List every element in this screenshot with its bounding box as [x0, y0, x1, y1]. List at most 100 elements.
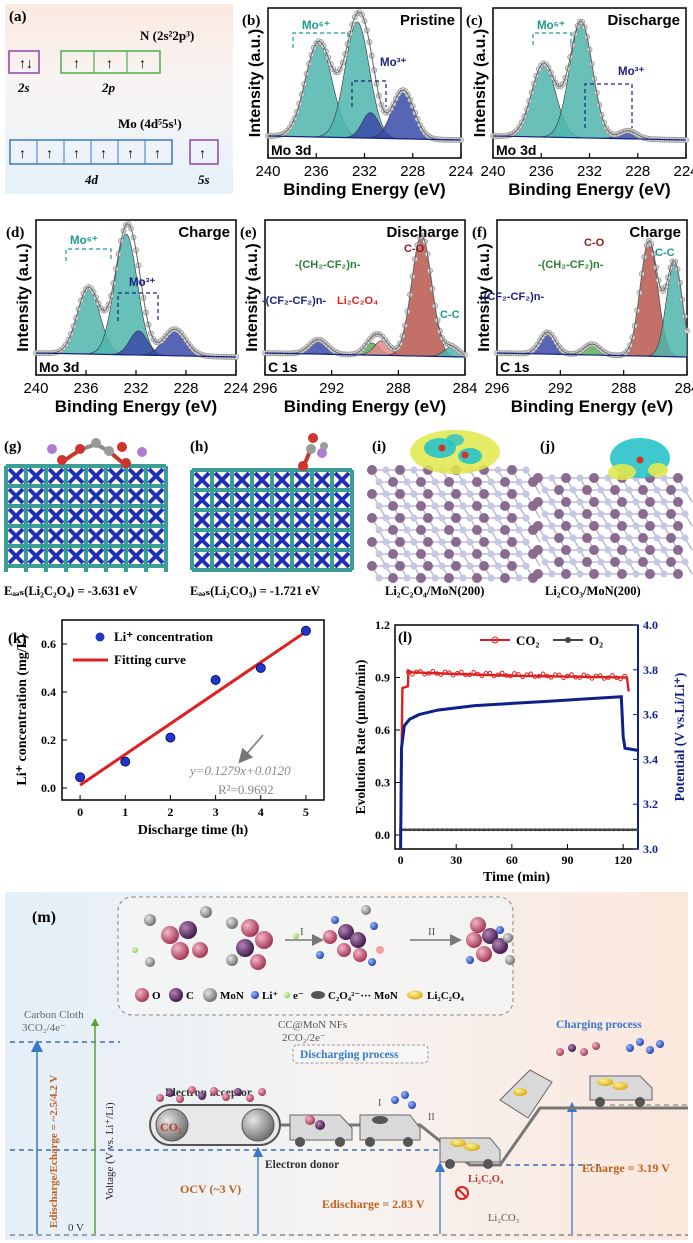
data-point [408, 828, 412, 832]
data-point [612, 828, 616, 832]
oxidation-state-label: Mo³⁺ [380, 57, 407, 69]
data-point [622, 673, 627, 679]
plot-frame [61, 619, 325, 801]
adsorbate-li2c2o4 [47, 438, 147, 468]
atom [522, 562, 530, 570]
x-tick-label: 236 [529, 163, 554, 180]
peak-bracket [584, 83, 633, 128]
data-point [430, 668, 436, 674]
atom [375, 550, 383, 558]
atom [533, 569, 543, 579]
label-5s: 5s [198, 172, 210, 187]
x-axis-label: Binding Energy (eV) [55, 397, 217, 416]
n-atom [7, 467, 25, 485]
atom [367, 465, 377, 475]
atom [494, 562, 502, 570]
legend-marker [565, 637, 571, 643]
electron-icon [132, 947, 138, 953]
cart-icon [556, 1038, 664, 1107]
atom [500, 525, 510, 535]
mon-lattice-structure [190, 468, 354, 572]
n-atom [273, 531, 291, 549]
data-point [503, 673, 509, 678]
data-point [603, 828, 607, 832]
data-point [300, 625, 311, 636]
atom [660, 546, 668, 554]
ch2cf2-label: -(CH₂-CF₂)n- [295, 259, 361, 271]
atom [541, 486, 549, 494]
atom [604, 474, 612, 482]
n-atom [253, 531, 271, 549]
atom [388, 573, 398, 583]
data-point [552, 828, 556, 832]
atom [576, 546, 584, 554]
xps-chart-c1s-discharge: 296 292 288 284 Binding Energy (eV) Intensity… [240, 219, 478, 416]
n-atom [213, 471, 231, 489]
legend-li: Li⁺ [262, 990, 278, 1002]
atom [451, 489, 461, 499]
data-point [556, 828, 560, 832]
legend-entry: O₂ [589, 633, 603, 648]
atom [487, 478, 495, 486]
data-point [515, 828, 518, 832]
n-atom [193, 471, 211, 489]
co2-label: CO₂ [160, 1120, 182, 1134]
mechanism-molecules: I II [132, 905, 515, 970]
atom [576, 522, 584, 530]
legend-marker [95, 632, 105, 642]
x-tick-label: 284 [452, 380, 477, 397]
n-atom [233, 511, 251, 529]
x-tick-label: 228 [625, 163, 650, 180]
atom [423, 513, 433, 523]
element-label: Mo 3d [271, 142, 311, 158]
atom [515, 574, 523, 582]
element-label: Mo 3d [39, 359, 79, 375]
data-point [538, 828, 542, 832]
legend-entry: Fitting curve [114, 652, 186, 667]
fitting-line [79, 630, 307, 787]
x-tick-label: 232 [577, 163, 602, 180]
atom [367, 537, 377, 547]
n-atom [127, 527, 145, 545]
data-point [417, 828, 421, 832]
atom [500, 477, 510, 487]
panel-label: (d) [6, 225, 24, 241]
data-point [505, 828, 509, 832]
atom [459, 478, 467, 486]
atom [403, 574, 411, 582]
atom [666, 485, 676, 495]
atom [666, 509, 676, 519]
n-atom [87, 527, 105, 545]
n-atom [107, 527, 125, 545]
cf2cf2-label: -(CF₂-CF₂)n- [262, 295, 326, 307]
panel-j-label: (j) [540, 439, 555, 455]
atom [382, 466, 390, 474]
data-point [570, 828, 574, 832]
n-atom [293, 491, 311, 509]
x-tick-label: 284 [674, 380, 693, 397]
y2-tick-label: 3.6 [643, 708, 658, 722]
atom [487, 550, 495, 558]
n-atom [47, 507, 65, 525]
data-point [473, 828, 477, 832]
prohibited-icon [455, 1186, 469, 1200]
n-atom [293, 471, 311, 489]
atom [597, 486, 605, 494]
svg-text:↑: ↑ [100, 145, 107, 161]
atom [681, 558, 689, 566]
lithium-ion-icon [251, 991, 259, 999]
atom [589, 521, 599, 531]
atom [561, 521, 571, 531]
x-axis-label: Binding Energy (eV) [284, 397, 446, 416]
data-point [426, 828, 430, 832]
atom [561, 497, 571, 507]
chart-title: Charge [178, 224, 230, 241]
data-point [491, 828, 495, 832]
atom [625, 510, 633, 518]
atom [582, 533, 592, 543]
svg-text:↑: ↑ [73, 145, 80, 161]
atom [666, 533, 676, 543]
atom [660, 522, 668, 530]
panel-a: (a) N (2s²2p³) ↑↓ ↑ ↑ ↑ 2s 2p Mo (4d⁵5s¹… [5, 4, 233, 194]
